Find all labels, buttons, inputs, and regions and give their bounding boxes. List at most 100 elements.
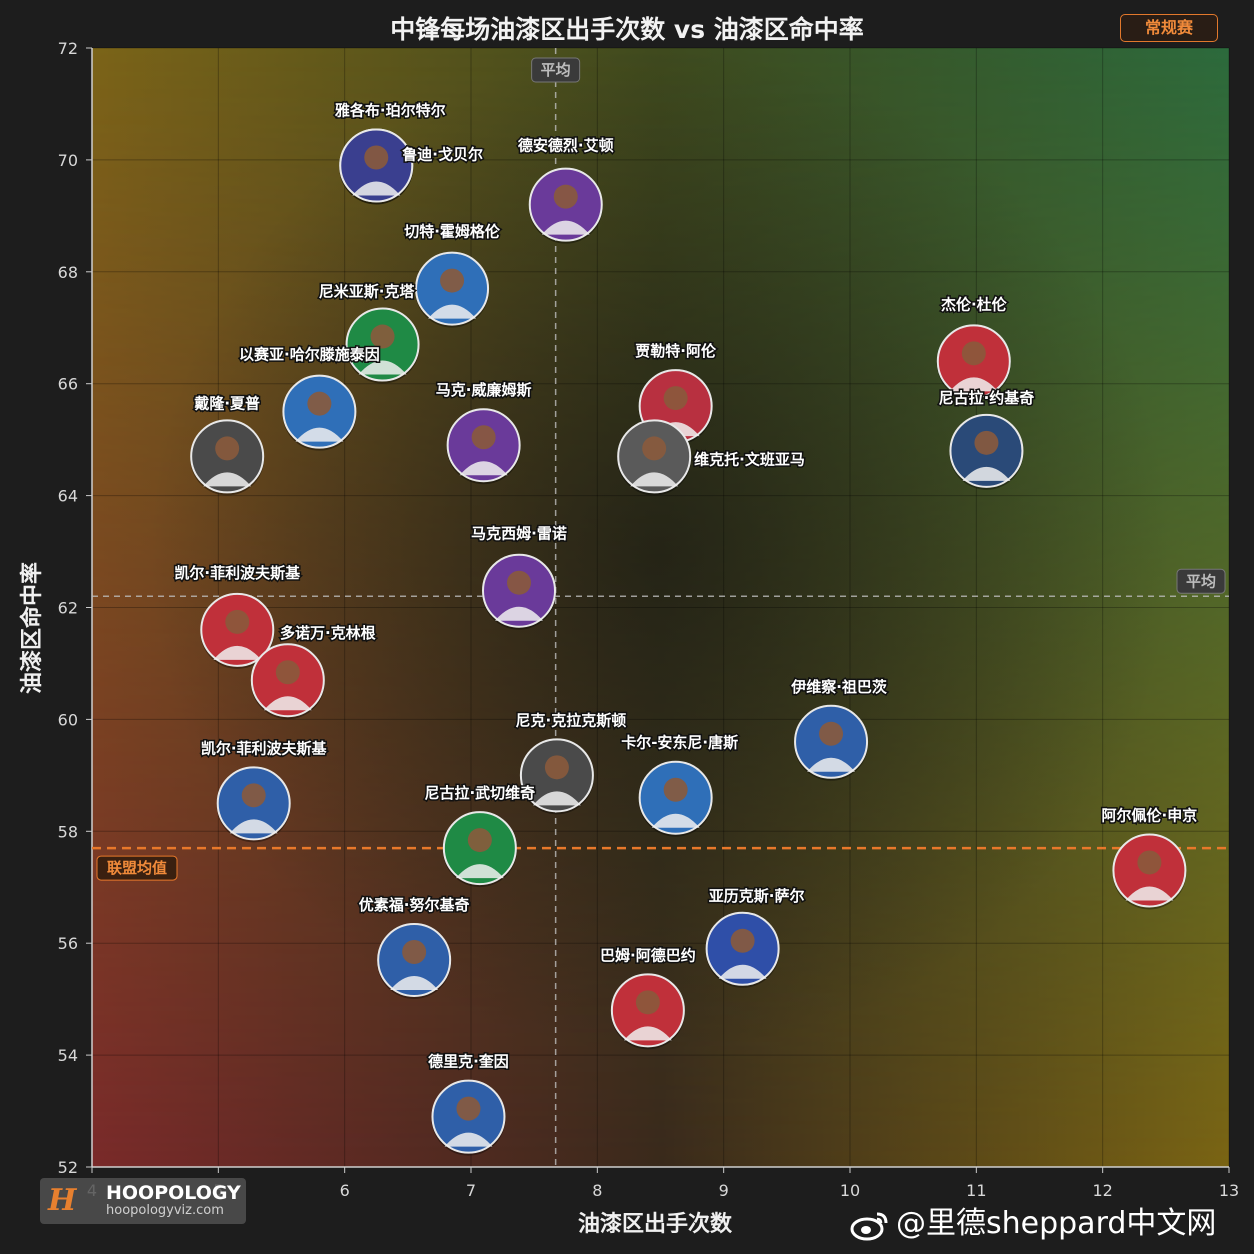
player-point: 伊维察·祖巴茨 [789,676,888,781]
avatar-head-icon [402,939,427,964]
avatar-jersey-icon [358,360,407,375]
x-tick-label: 13 [1219,1181,1239,1200]
player-point: 戴隆·夏普 [190,393,265,496]
x-tick-label: 6 [340,1181,350,1200]
x-tick-label: 10 [840,1181,860,1200]
y-tick-label: 54 [58,1046,78,1065]
avatar-jersey-icon [229,819,278,834]
logo-url: hoopologyviz.com [106,1203,224,1218]
avatar-jersey-icon [295,427,344,442]
league-avg-tag-box [96,855,178,881]
y-tick-label: 66 [58,375,78,394]
player-name-label: 凯尔·菲利波夫斯基 [201,739,328,757]
avatar-jersey-icon [623,1026,672,1041]
player-name-label: 以赛亚·哈尔滕施泰因 [239,346,380,364]
avatar-jersey-icon [459,461,508,476]
avatar-jersey-icon [352,181,401,196]
player-point: 优素福·努尔基奇 [357,894,471,999]
avatar-jersey-icon [444,1132,493,1147]
weibo-icon [850,1212,888,1240]
player-name-label: 尼古拉·武切维奇 [424,784,535,802]
player-name-label: 马克·威廉姆斯 [436,381,532,399]
avatar-head-icon [961,341,986,366]
player-name-label: 切特·霍姆格伦 [404,223,501,241]
avatar-head-icon [275,660,300,685]
axes: 456789101112135254565860626466687072 [58,39,1240,1200]
player-name-label: 鲁迪·戈贝尔 [402,145,483,163]
avatar-head-icon [663,386,688,411]
avatar-head-icon [225,609,250,634]
avatar-head-icon [440,268,465,293]
player-point: 阿尔佩伦·申京 [1100,805,1199,910]
player-point: 卡尔-安东尼·唐斯 [620,732,740,837]
hoopology-logo: H HOOPOLOGY hoopologyviz.com [40,1178,246,1224]
player-point: 多诺万·克林根 [250,623,377,720]
player-point: 亚历克斯·萨尔 [705,885,806,988]
avatar-jersey-icon [428,304,477,319]
y-tick-label: 60 [58,710,78,729]
player-name-label: 杰伦·杜伦 [941,295,1008,313]
player-point: 切特·霍姆格伦 [403,221,502,328]
player-name-label: 多诺万·克林根 [280,624,376,642]
player-point: 德里克·奎因 [427,1051,510,1156]
player-point: 马克西姆·雷诺 [470,523,568,630]
player-point: 尼古拉·武切维奇 [423,783,537,888]
avatar-head-icon [642,436,667,461]
player-name-label: 维克托·文班亚马 [694,450,805,468]
player-name-label: 马克西姆·雷诺 [471,525,567,543]
player-point: 马克·威廉姆斯 [434,380,533,485]
y-tick-label: 70 [58,151,78,170]
player-point: 尼克·克拉克斯顿 [514,710,628,815]
player-name-label: 伊维察·祖巴茨 [790,678,887,696]
player-name-label: 戴隆·夏普 [194,394,260,412]
season-badge[interactable]: 常规赛 [1120,14,1218,42]
x-axis-label: 油漆区出手次数 [577,1212,732,1237]
avatar-jersey-icon [541,220,590,235]
avatar-head-icon [974,430,999,455]
avatar-head-icon [663,777,688,802]
avatar-jersey-icon [651,813,700,828]
player-name-label: 优素福·努尔基奇 [359,896,470,914]
player-point: 尼米亚斯·克塔 [317,281,420,384]
avatar-head-icon [471,425,496,450]
avatar-jersey-icon [532,791,581,806]
y-tick-label: 56 [58,934,78,953]
avatar-jersey-icon [630,472,679,487]
avatar-head-icon [635,990,660,1015]
avatar-jersey-icon [718,964,767,979]
player-name-label: 卡尔-安东尼·唐斯 [621,734,738,752]
x-tick-label: 12 [1092,1181,1112,1200]
avatar-jersey-icon [263,696,312,711]
league-avg-tag-label: 联盟均值 [107,859,167,877]
player-name-label: 雅各布·珀尔特尔 [334,101,446,119]
player-point: 尼古拉·约基奇 [937,387,1036,490]
logo-name: HOOPOLOGY [106,1182,241,1204]
avatar-jersey-icon [1125,886,1174,901]
avatar-jersey-icon [203,472,252,487]
player-name-label: 德安德烈·艾顿 [518,137,614,155]
player-name-label: 巴姆·阿德巴约 [600,946,696,964]
player-name-label: 凯尔·菲利波夫斯基 [174,564,301,582]
avatar-jersey-icon [949,377,998,392]
chart-title: 中锋每场油漆区出手次数 vs 油漆区命中率 [390,15,864,44]
y-tick-label: 68 [58,263,78,282]
avatar-jersey-icon [390,975,439,990]
player-name-label: 贾勒特·阿伦 [635,342,717,360]
player-name-label: 阿尔佩伦·申京 [1102,806,1198,824]
avatar-jersey-icon [213,645,262,660]
avg-y-tag-label: 平均 [1186,572,1216,590]
player-name-label: 尼古拉·约基奇 [939,389,1035,407]
player-point: 凯尔·菲利波夫斯基 [173,562,303,669]
player-name-label: 亚历克斯·萨尔 [709,887,805,905]
avatar-head-icon [467,828,492,853]
y-tick-label: 62 [58,599,78,618]
league-avg-tag: 联盟均值 [96,855,178,881]
avg-y-tag: 平均 [1176,568,1226,594]
avg-x-tag: 平均 [531,57,581,83]
player-point: 巴姆·阿德巴约 [599,945,697,1050]
player-name-label: 尼米亚斯·克塔 [319,283,416,301]
avatar-jersey-icon [962,466,1011,481]
avatar-head-icon [307,391,332,416]
